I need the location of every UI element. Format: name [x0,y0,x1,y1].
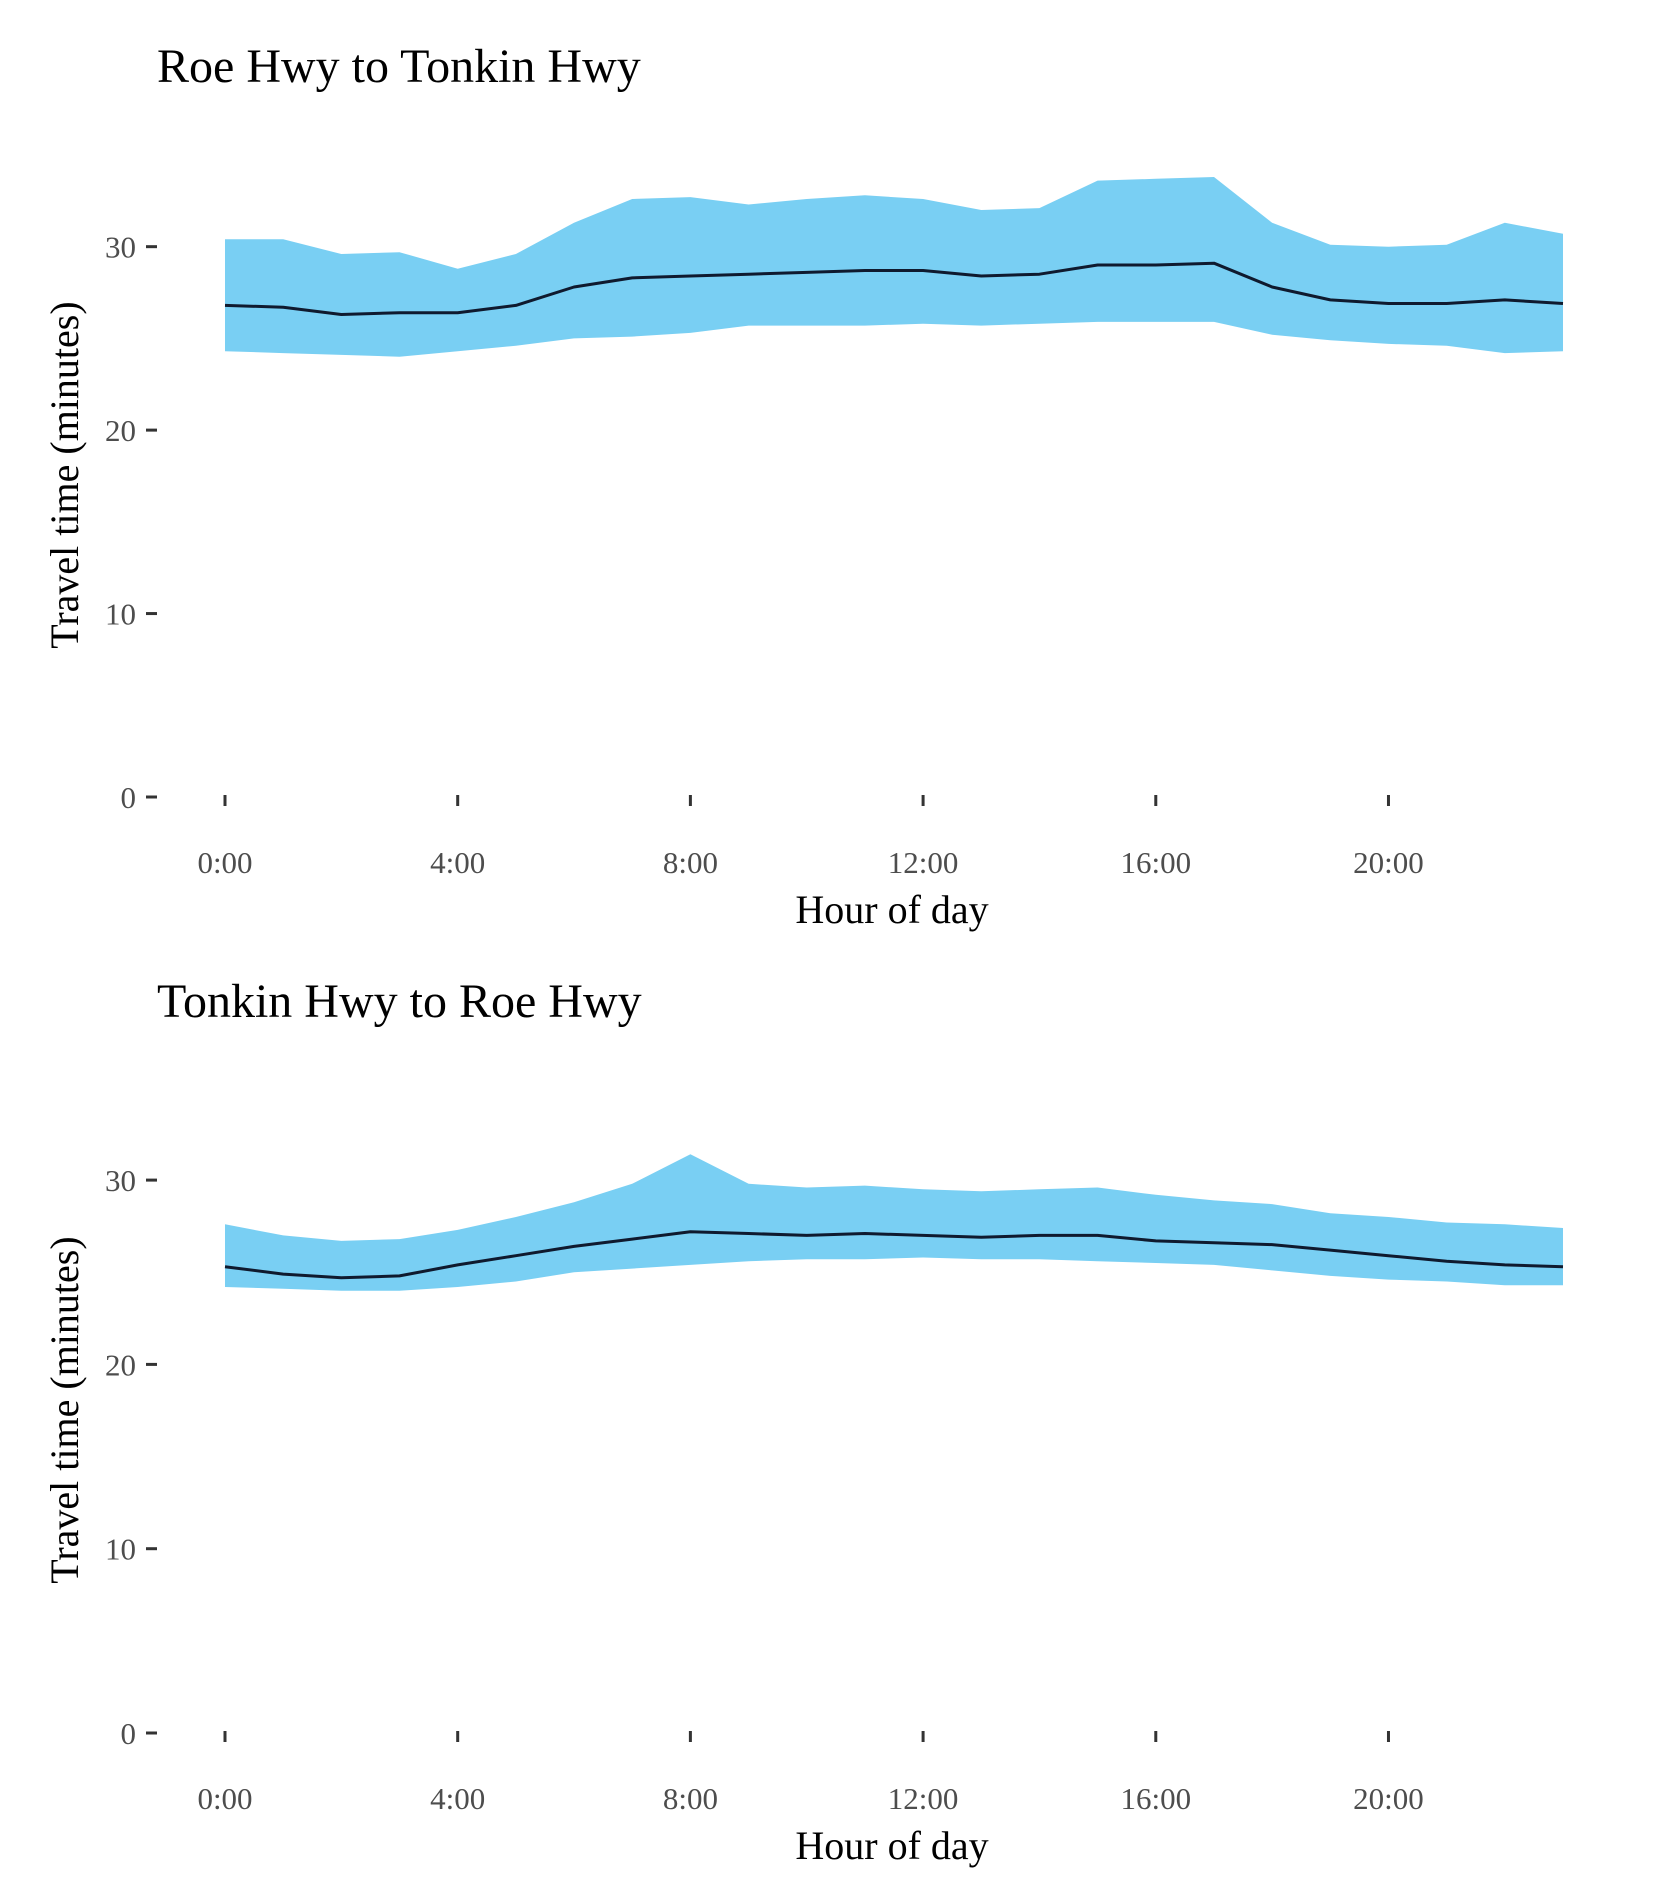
mean-travel-time-line [224,261,1564,316]
chart-title: Roe Hwy to Tonkin Hwy [157,40,641,93]
y-tick-label: 0 [121,780,137,815]
y-axis-title: Travel time (minutes) [42,301,87,648]
y-tick-label: 10 [105,597,136,632]
y-tick-label: 30 [105,1163,136,1198]
x-tick-label: 12:00 [888,845,959,880]
chart-panel-2: 0 10 20 30 0:00 4:00 8:00 12:00 16:00 20:00 Tonkin… [42,975,1564,1868]
mean-travel-time-line [224,1230,1564,1280]
x-tick-label: 20:00 [1353,845,1424,880]
x-tick-label: 20:00 [1353,1781,1424,1816]
y-tick-label: 0 [121,1716,137,1751]
x-tick-label: 0:00 [197,1781,252,1816]
y-axis-title: Travel time (minutes) [42,1236,87,1583]
x-tick-label: 16:00 [1120,845,1191,880]
y-tick-label: 20 [105,1347,136,1382]
x-tick-label: 4:00 [430,845,485,880]
x-axis-title: Hour of day [795,887,988,932]
confidence-band [225,1154,1563,1291]
x-tick-label: 8:00 [663,1781,718,1816]
confidence-band [225,177,1563,357]
chart-title: Tonkin Hwy to Roe Hwy [157,975,642,1028]
x-tick-label: 0:00 [197,845,252,880]
x-tick-label: 8:00 [663,845,718,880]
x-tick-label: 16:00 [1120,1781,1191,1816]
y-tick-label: 30 [105,230,136,265]
x-axis-title: Hour of day [795,1823,988,1868]
x-tick-label: 4:00 [430,1781,485,1816]
y-tick-label: 20 [105,413,136,448]
chart-panel-1: 0 10 20 30 0:00 4:00 8:00 12:00 16:00 20:00 Roe Hw… [42,40,1564,932]
y-tick-label: 10 [105,1532,136,1567]
x-tick-label: 12:00 [888,1781,959,1816]
